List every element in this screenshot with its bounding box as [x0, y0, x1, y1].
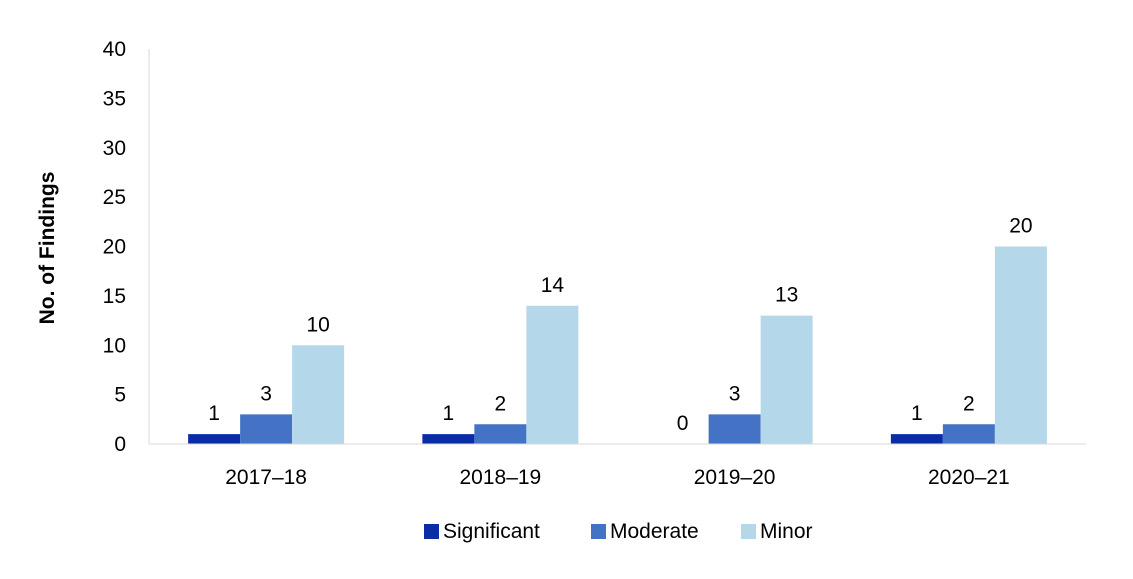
x-axis-ticks: 2017–18 2018–19 2019–20 2020–21: [225, 466, 1010, 489]
bar-moderate: [240, 414, 293, 444]
bar-moderate: [942, 424, 995, 444]
bar-minor: [994, 246, 1047, 444]
data-label: 2: [963, 392, 975, 415]
data-label: 2: [495, 392, 507, 415]
data-label: 10: [306, 313, 329, 336]
y-tick-label: 25: [103, 186, 126, 209]
bar-significant: [188, 434, 241, 444]
x-tick-label: 2018–19: [459, 466, 541, 489]
y-tick-label: 10: [103, 334, 126, 357]
data-label: 13: [775, 284, 798, 307]
legend-swatch-minor: [741, 524, 756, 539]
data-label: 3: [729, 382, 741, 405]
legend-label: Moderate: [610, 520, 699, 543]
bars: [188, 246, 1047, 444]
data-label: 1: [443, 402, 455, 425]
data-label: 14: [541, 274, 565, 297]
y-tick-label: 30: [103, 137, 126, 160]
y-tick-label: 0: [114, 433, 126, 456]
bar-moderate: [474, 424, 527, 444]
x-tick-label: 2019–20: [694, 466, 776, 489]
bar-minor: [760, 315, 813, 444]
y-tick-label: 15: [103, 285, 126, 308]
data-label: 0: [677, 412, 689, 435]
y-tick-label: 20: [103, 236, 126, 259]
bar-significant: [422, 434, 475, 444]
y-tick-label: 5: [114, 384, 126, 407]
legend-label: Minor: [760, 520, 813, 543]
data-label: 1: [208, 402, 220, 425]
legend-swatch-significant: [424, 524, 439, 539]
y-tick-label: 40: [103, 38, 126, 61]
y-axis-title: No. of Findings: [36, 172, 59, 325]
bar-minor: [526, 305, 579, 444]
legend: Significant Moderate Minor: [424, 520, 813, 543]
x-tick-label: 2020–21: [928, 466, 1010, 489]
bar-minor: [292, 345, 345, 444]
data-label: 3: [260, 382, 272, 405]
y-tick-label: 35: [103, 87, 126, 110]
legend-swatch-moderate: [591, 524, 606, 539]
data-label: 20: [1009, 215, 1032, 238]
bar-moderate: [708, 414, 761, 444]
data-label: 1: [911, 402, 923, 425]
legend-label: Significant: [443, 520, 540, 543]
bar-significant: [890, 434, 943, 444]
y-axis-ticks: 0 5 10 15 20 25 30 35 40: [103, 38, 126, 456]
x-tick-label: 2017–18: [225, 466, 307, 489]
